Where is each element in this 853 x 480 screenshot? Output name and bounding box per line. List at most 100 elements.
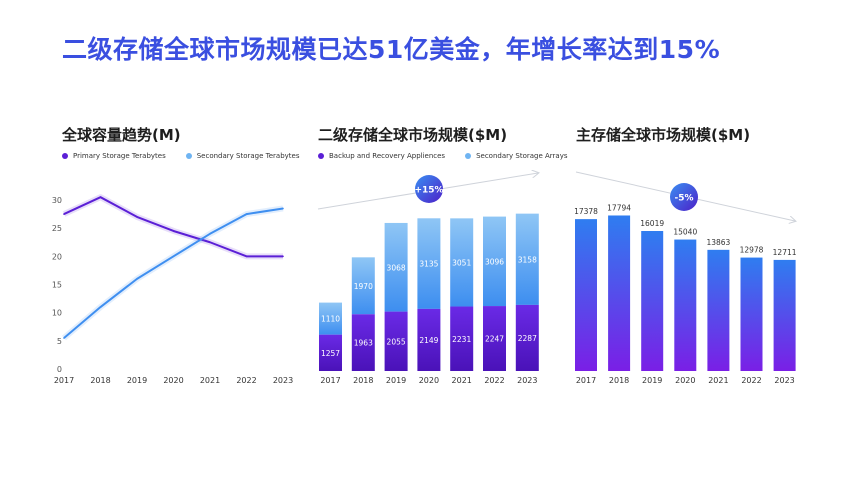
data-point <box>209 233 211 235</box>
bar-value-label: 12711 <box>773 248 797 257</box>
x-tick-label: 2017 <box>320 376 340 385</box>
x-tick-label: 2021 <box>200 376 220 385</box>
series-glow <box>62 194 283 260</box>
bar-secondary-arrays <box>515 213 539 305</box>
legend-label: Secondary Storage Arrays <box>476 152 568 160</box>
x-tick-label: 2019 <box>642 376 662 385</box>
x-tick-label: 2020 <box>675 376 695 385</box>
data-point <box>99 306 102 308</box>
x-tick-label: 2018 <box>353 376 373 385</box>
data-point <box>245 213 248 215</box>
line-chart: 0 5 10 15 20 25 30 2017 2018 2019 2020 2021 2022 2023 <box>52 194 293 385</box>
bar-secondary-arrays <box>384 222 408 312</box>
bar-value-label: 1257 <box>321 349 340 358</box>
bar-value-label: 17378 <box>574 207 598 216</box>
bar-value-label: 3158 <box>518 255 537 264</box>
data-point <box>136 216 138 218</box>
bar-value-label: 1110 <box>321 315 340 324</box>
x-tick-label: 2019 <box>386 376 406 385</box>
stacked-bar-chart: 1110 1257 2017 1970 1963 2018 3068 2055 2019 3135… <box>317 173 539 385</box>
legend-label: Primary Storage Terabytes <box>73 152 166 160</box>
x-tick-label: 2017 <box>576 376 596 385</box>
y-tick-label: 5 <box>57 337 62 346</box>
bar-primary-storage <box>707 249 730 371</box>
stacked-bar-chart-title: 二级存储全球市场规模($M) <box>318 126 508 144</box>
data-point <box>63 213 65 215</box>
legend-label: Backup and Recovery Appliences <box>329 152 446 160</box>
bar-backup-appliances <box>351 314 375 371</box>
decline-badge <box>670 183 698 211</box>
x-tick-label: 2022 <box>741 376 761 385</box>
bar-backup-appliances <box>515 304 539 371</box>
y-tick-label: 15 <box>52 281 62 290</box>
bar-backup-appliances <box>483 306 506 371</box>
legend-item-arrays: Secondary Storage Arrays <box>465 152 568 160</box>
decline-badge-label: -5% <box>674 194 693 204</box>
x-tick-label: 2023 <box>774 376 794 385</box>
bar-value-label: 2287 <box>518 334 537 343</box>
y-tick-label: 10 <box>52 309 62 318</box>
y-tick-label: 25 <box>52 224 62 233</box>
bar-value-label: 1963 <box>354 339 373 348</box>
bar-primary-storage <box>641 230 664 371</box>
x-tick-label: 2022 <box>484 376 504 385</box>
bar-secondary-arrays <box>319 302 342 335</box>
x-tick-label: 2019 <box>127 376 147 385</box>
page-title: 二级存储全球市场规模已达51亿美金，年增长率达到15% <box>62 35 721 64</box>
legend-dot-icon <box>318 153 324 159</box>
bar-value-label: 3135 <box>419 260 438 269</box>
bar-value-label: 2247 <box>485 335 504 344</box>
x-tick-label: 2023 <box>273 376 293 385</box>
stacked-bar-chart-legend: Backup and Recovery Appliences Secondary… <box>318 152 568 160</box>
bar-secondary-arrays <box>351 257 375 315</box>
data-point <box>209 241 211 244</box>
bar-value-label: 3068 <box>387 263 406 272</box>
x-tick-label: 2018 <box>90 376 110 385</box>
bar-secondary-arrays <box>417 218 441 309</box>
bar-primary-storage <box>674 239 697 371</box>
x-tick-label: 2020 <box>163 376 183 385</box>
bar-backup-appliances <box>417 308 441 371</box>
y-tick-label: 30 <box>52 196 62 205</box>
line-chart-legend: Primary Storage Terabytes Secondary Stor… <box>62 152 300 160</box>
primary-storage-line <box>63 196 283 258</box>
legend-item-backup: Backup and Recovery Appliences <box>318 152 445 160</box>
bar-value-label: 3051 <box>452 258 471 267</box>
bar-value-label: 12978 <box>740 246 764 255</box>
x-tick-label: 2020 <box>419 376 439 385</box>
x-tick-label: 2018 <box>609 376 629 385</box>
data-point <box>99 196 102 198</box>
bar-value-label: 16019 <box>640 219 664 228</box>
bar-backup-appliances <box>450 306 474 371</box>
bar-secondary-arrays <box>483 216 506 307</box>
bar-primary-storage <box>608 215 631 371</box>
data-point <box>282 255 284 258</box>
bar-value-label: 2055 <box>387 337 406 346</box>
line-chart-title: 全球容量趋势(M) <box>62 126 181 144</box>
data-point <box>172 255 175 258</box>
x-tick-label: 2021 <box>708 376 728 385</box>
bar-backup-appliances <box>319 334 342 371</box>
bar-primary-storage <box>773 259 796 371</box>
legend-dot-icon <box>465 153 472 159</box>
bar-primary-storage <box>740 257 763 371</box>
bar-value-label: 17794 <box>607 203 631 212</box>
bar-value-label: 2149 <box>419 336 438 345</box>
bar-primary-storage <box>575 219 597 371</box>
bar-secondary-arrays <box>450 218 474 307</box>
legend-dot-icon <box>185 153 192 159</box>
x-tick-label: 2022 <box>236 376 256 385</box>
growth-badge <box>415 175 443 203</box>
x-tick-label: 2023 <box>517 376 537 385</box>
bar-value-label: 2231 <box>452 335 471 344</box>
primary-bar-chart-title: 主存储全球市场规模($M) <box>576 126 751 144</box>
bar-value-label: 13863 <box>706 238 730 247</box>
x-tick-label: 2021 <box>452 376 472 385</box>
bar-value-label: 1970 <box>354 282 373 291</box>
data-point <box>172 230 175 232</box>
data-point <box>245 255 248 258</box>
y-tick-label: 0 <box>57 365 62 374</box>
legend-dot-icon <box>62 153 68 159</box>
bar-backup-appliances <box>384 311 408 371</box>
